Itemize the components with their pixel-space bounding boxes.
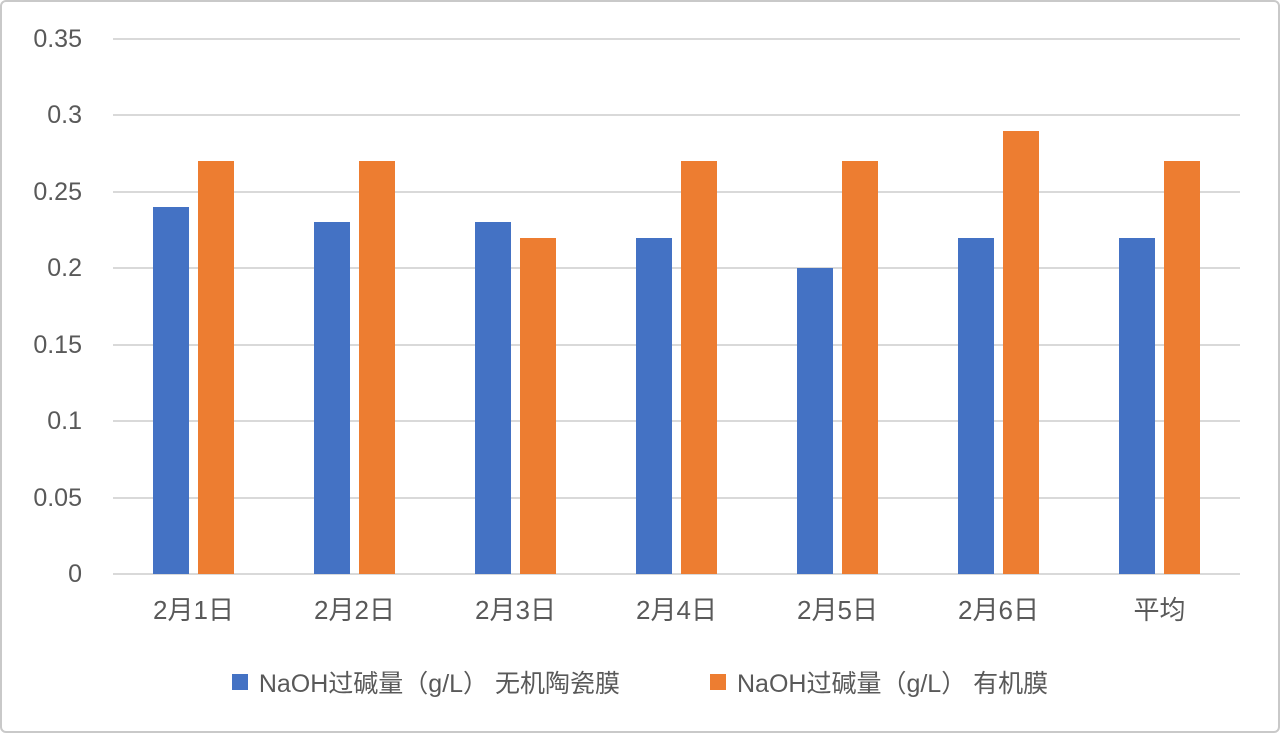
gridline-0.1: [113, 420, 1240, 423]
bar-series1-2月1日: [153, 207, 189, 574]
bar-series1-2月2日: [314, 222, 350, 574]
legend-label: NaOH过碱量（g/L） 有机膜: [737, 670, 1049, 698]
bar-series2-平均: [1164, 161, 1200, 574]
y-tick-label-0.05: 0.05: [33, 483, 82, 512]
y-tick-label-0.1: 0.1: [47, 407, 82, 436]
bar-series1-平均: [1119, 237, 1155, 574]
gridline-0: [113, 573, 1240, 575]
bar-series2-2月3日: [520, 237, 556, 574]
bar-series2-2月1日: [198, 161, 234, 574]
legend: NaOH过碱量（g/L） 无机陶瓷膜 NaOH过碱量（g/L） 有机膜: [2, 664, 1278, 700]
gridline-0.05: [113, 496, 1240, 499]
legend-entry-inorganic-ceramic-membrane: NaOH过碱量（g/L） 无机陶瓷膜: [231, 664, 620, 700]
x-category-label-2月3日: 2月3日: [475, 595, 556, 625]
x-category-label-2月1日: 2月1日: [153, 595, 234, 625]
bar-series1-2月4日: [636, 237, 672, 574]
y-tick-label-0.35: 0.35: [33, 25, 82, 53]
bar-series2-2月5日: [842, 161, 878, 574]
x-category-label-2月4日: 2月4日: [636, 595, 717, 625]
y-tick-label-0.25: 0.25: [33, 177, 82, 206]
y-tick-label-0: 0: [68, 560, 82, 588]
gridline-0.25: [113, 190, 1240, 193]
bar-series2-2月6日: [1003, 130, 1039, 574]
bar-series2-2月4日: [681, 161, 717, 574]
legend-marker-orange-icon: [710, 674, 726, 690]
x-category-label-2月6日: 2月6日: [958, 595, 1039, 625]
gridline-0.2: [113, 267, 1240, 270]
bar-series1-2月5日: [797, 268, 833, 574]
x-category-label-平均: 平均: [1133, 595, 1186, 625]
legend-entry-organic-membrane: NaOH过碱量（g/L） 有机膜: [710, 664, 1048, 700]
x-category-label-2月5日: 2月5日: [797, 595, 878, 625]
legend-label: NaOH过碱量（g/L） 无机陶瓷膜: [258, 670, 620, 698]
gridline-0.15: [113, 343, 1240, 346]
x-category-label-2月2日: 2月2日: [314, 595, 395, 625]
y-tick-label-0.2: 0.2: [47, 254, 82, 283]
bar-series2-2月2日: [359, 161, 395, 574]
plot-area: [113, 38, 1240, 575]
y-tick-label-0.3: 0.3: [47, 101, 82, 130]
legend-marker-blue-icon: [231, 674, 248, 690]
bar-series1-2月6日: [958, 237, 994, 574]
gridline-0.35: [113, 38, 1240, 40]
bar-series1-2月3日: [475, 222, 511, 574]
gridline-0.3: [113, 114, 1240, 117]
y-tick-label-0.15: 0.15: [33, 330, 82, 359]
